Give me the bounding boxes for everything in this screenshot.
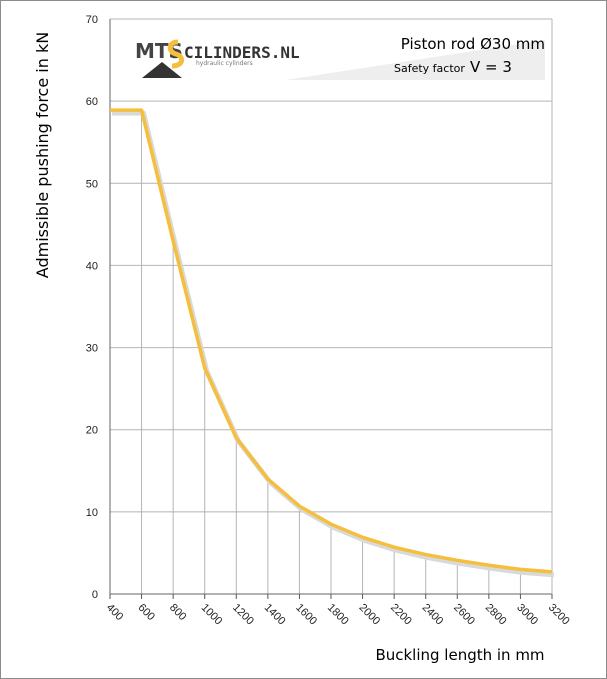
- logo-tagline: hydraulic cylinders: [196, 60, 253, 67]
- x-tick-label: 3200: [546, 602, 572, 628]
- logo-name: CILINDERS.NL: [184, 43, 300, 62]
- x-tick-label: 1400: [262, 602, 288, 628]
- x-tick-label: 600: [135, 602, 156, 623]
- y-tick-label: 50: [86, 178, 98, 190]
- x-tick-label: 1800: [325, 602, 351, 628]
- y-tick-label: 20: [86, 425, 98, 437]
- x-tick-label: 400: [104, 602, 125, 623]
- y-tick-label: 70: [86, 14, 98, 26]
- x-tick-label: 2400: [420, 602, 446, 628]
- x-tick-label: 1000: [199, 602, 225, 628]
- y-tick-label: 10: [86, 507, 98, 519]
- y-tick-label: 40: [86, 260, 98, 272]
- x-tick-label: 3000: [514, 602, 540, 628]
- x-tick-label: 2000: [356, 602, 382, 628]
- logo-swoosh-icon: [285, 40, 545, 80]
- y-tick-label: 60: [86, 96, 98, 108]
- x-axis-label: Buckling length in mm: [375, 646, 544, 664]
- series-line: [110, 108, 553, 574]
- y-axis-label: Admissible pushing force in kN: [33, 32, 52, 278]
- grid: [109, 18, 553, 599]
- annotation-piston-rod: Piston rod Ø30 mm: [401, 35, 545, 53]
- plot-area: [110, 19, 552, 594]
- series: [110, 108, 555, 578]
- y-tick-label: 0: [92, 589, 98, 601]
- logo-arrow-icon: [142, 62, 182, 78]
- annotation-safety-value: V = 3: [470, 58, 512, 76]
- x-tick-label: 800: [167, 602, 188, 623]
- y-tick-label: 30: [86, 343, 98, 355]
- x-tick-label: 2600: [451, 602, 477, 628]
- x-tick-label: 1600: [293, 602, 319, 628]
- x-tick-label: 1200: [230, 602, 256, 628]
- annotation-safety-label: Safety factor: [394, 62, 465, 75]
- mts-cilinders-logo: MTS CILINDERS.NL hydraulic cylinders: [135, 39, 545, 80]
- x-tick-label: 2200: [388, 602, 414, 628]
- x-tick-label: 2800: [483, 602, 509, 628]
- logo-s-icon: [167, 39, 184, 69]
